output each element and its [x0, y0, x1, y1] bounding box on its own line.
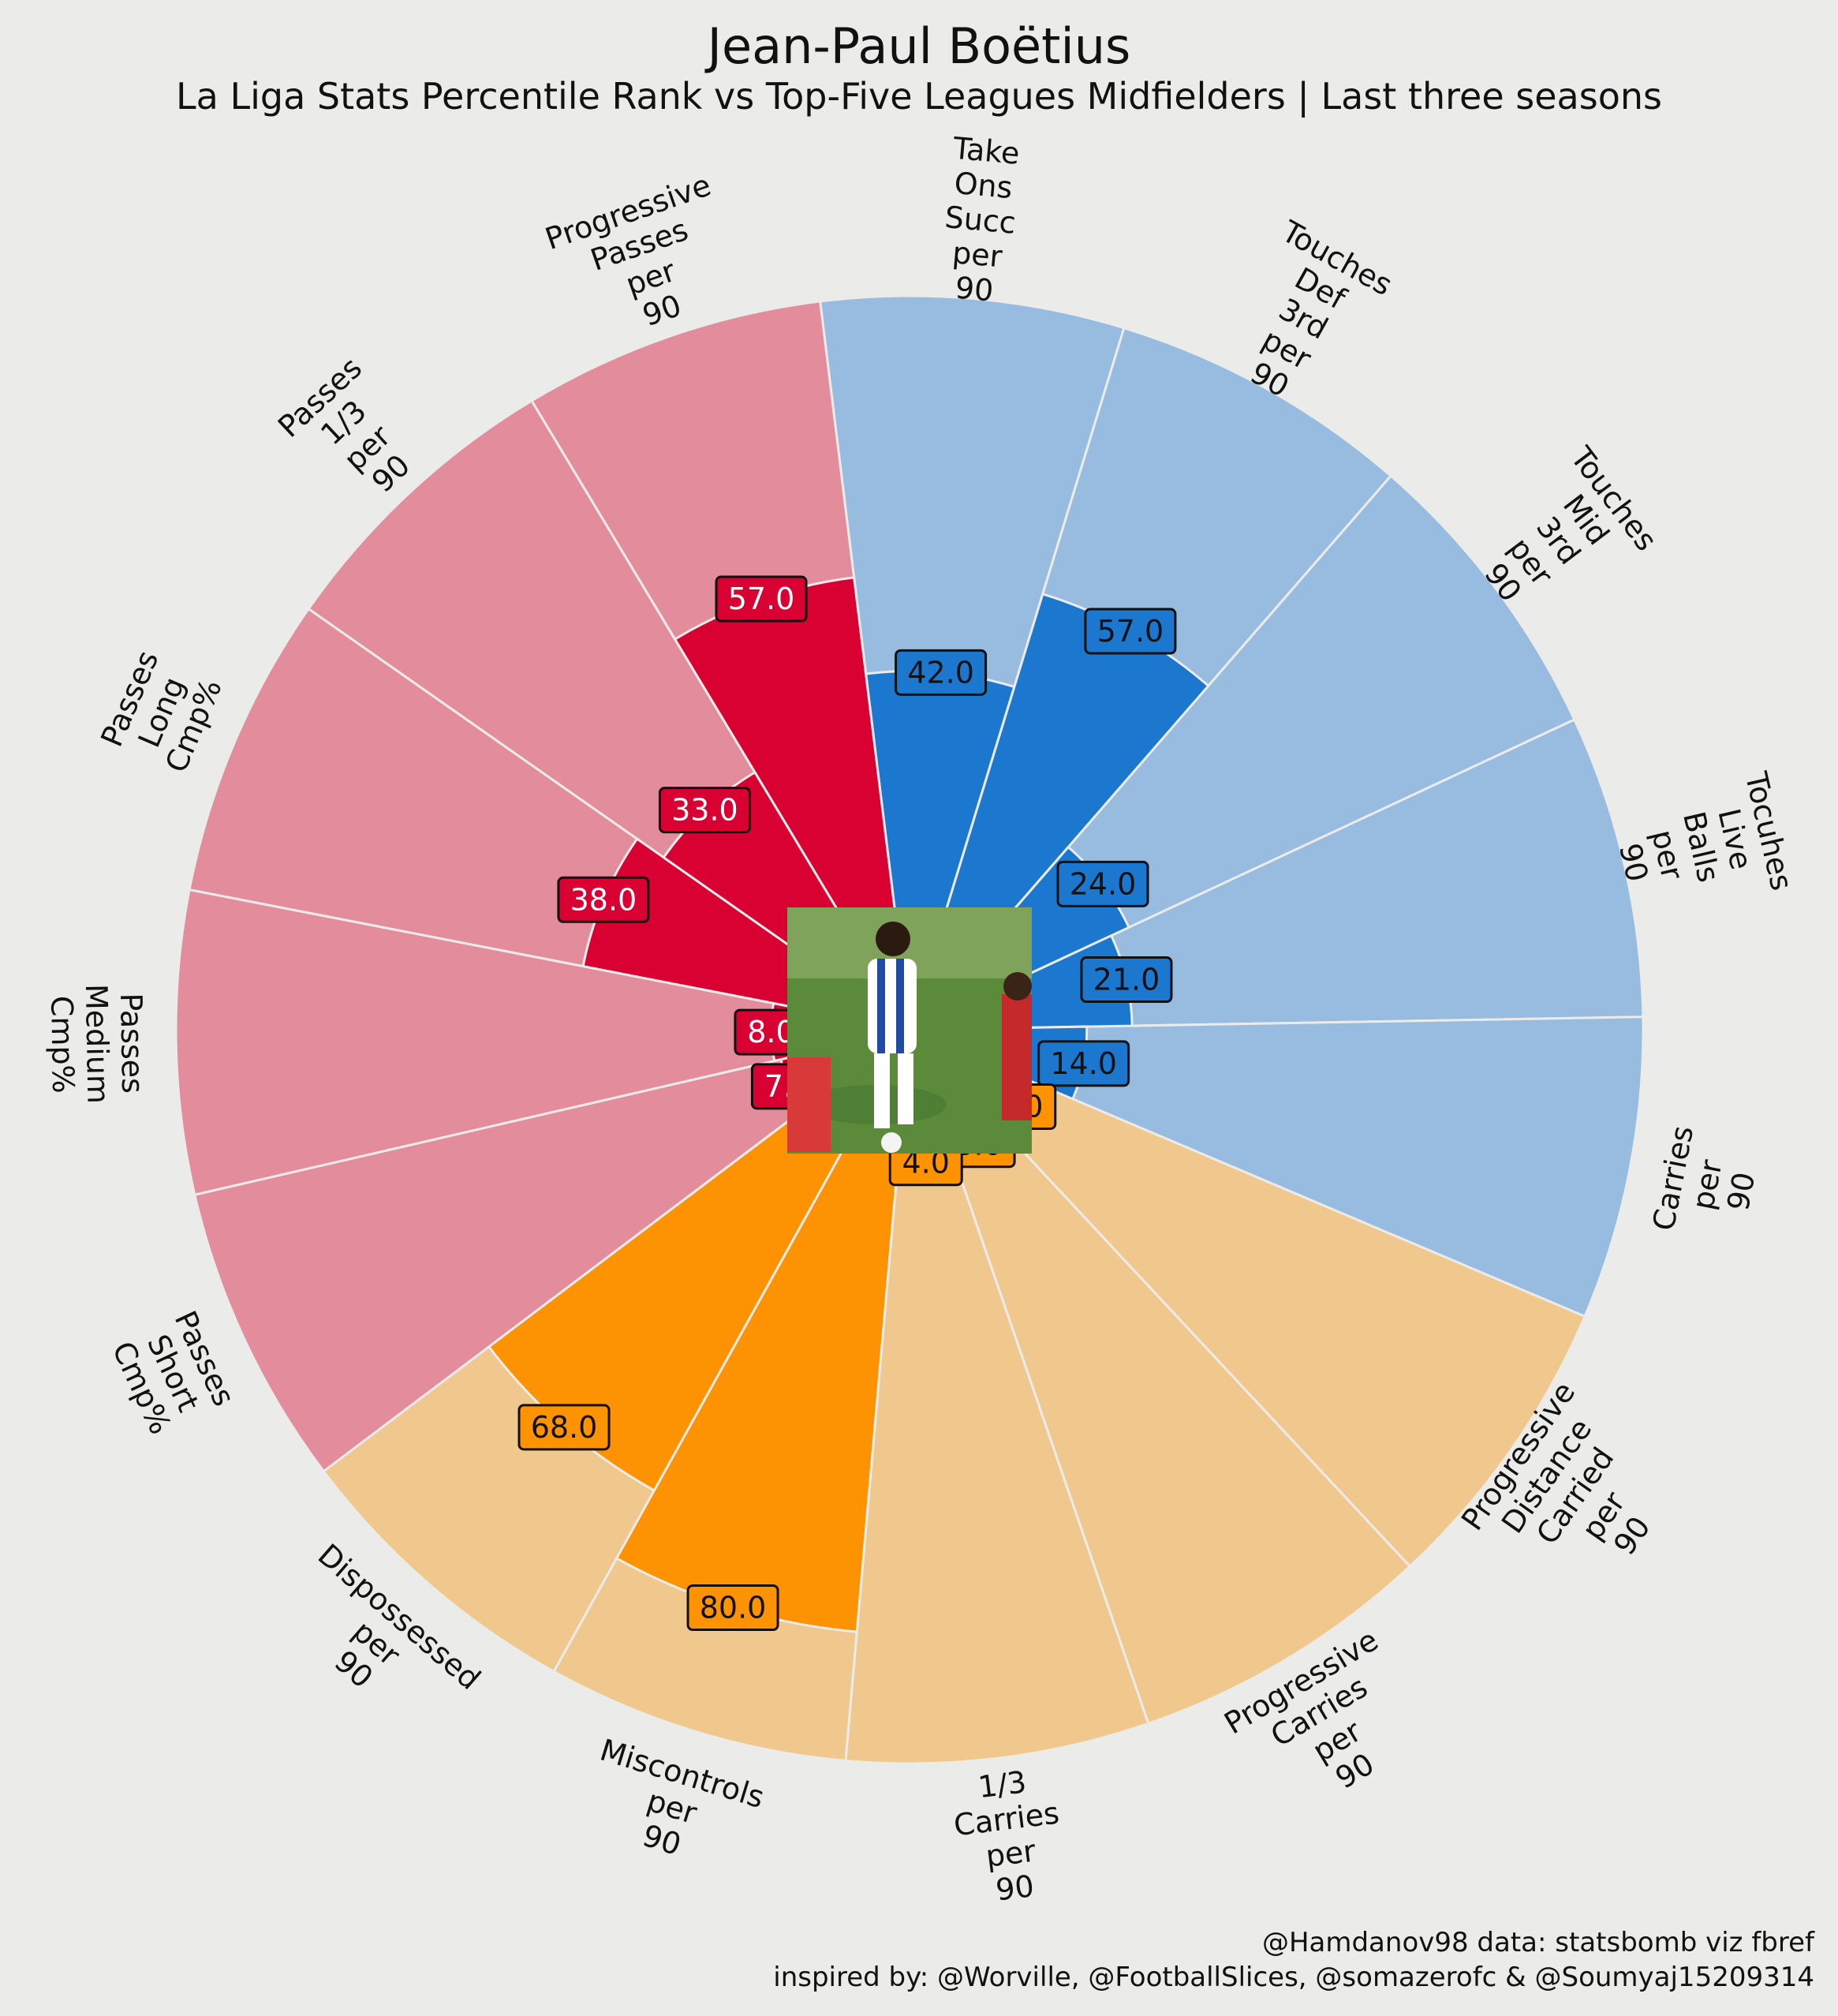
player-photo: [787, 907, 1032, 1154]
category-label-1: TakeOnsSuccper90: [937, 130, 1023, 309]
svg-text:57.0: 57.0: [728, 582, 795, 616]
category-label-11: PassesShortCmp%: [105, 1306, 241, 1441]
category-label-13: PassesLongCmp%: [94, 645, 229, 779]
svg-text:68.0: 68.0: [531, 1410, 598, 1445]
category-label-5: Carriesper90: [1646, 1123, 1768, 1247]
value-label-14: 33.0: [658, 787, 751, 834]
chart-title: Jean-Paul Boëtius: [707, 17, 1131, 75]
value-label-1: 42.0: [895, 649, 988, 696]
svg-text:57.0: 57.0: [1097, 614, 1164, 649]
value-label-13: 38.0: [557, 876, 650, 923]
value-label-2: 57.0: [1084, 608, 1177, 655]
svg-text:42.0: 42.0: [907, 655, 974, 690]
value-label-5: 14.0: [1037, 1040, 1130, 1087]
svg-text:80.0: 80.0: [700, 1591, 767, 1625]
svg-text:8.0: 8.0: [747, 1015, 794, 1049]
category-label-9: Miscontrolsper90: [576, 1732, 768, 1881]
category-label-12: PassesMediumCmp%: [44, 983, 151, 1105]
chart-subtitle: La Liga Stats Percentile Rank vs Top-Fiv…: [176, 75, 1662, 118]
credit-line-2: inspired by: @Worville, @FootballSlices,…: [773, 1962, 1814, 1993]
svg-text:33.0: 33.0: [671, 793, 738, 828]
value-label-10: 68.0: [517, 1404, 611, 1451]
svg-text:24.0: 24.0: [1070, 866, 1137, 901]
value-label-3: 24.0: [1056, 860, 1149, 907]
category-label-6: ProgressiveDistanceCarriedper90: [1455, 1375, 1696, 1616]
credit-line-1: @Hamdanov98 data: statsbomb viz fbref: [1261, 1927, 1814, 1958]
value-label-4: 21.0: [1080, 956, 1173, 1004]
svg-text:14.0: 14.0: [1050, 1046, 1117, 1081]
value-label-15: 57.0: [715, 575, 808, 623]
svg-text:38.0: 38.0: [570, 882, 637, 917]
value-label-9: 80.0: [686, 1584, 779, 1632]
category-label-8: 1/3Carriesper90: [947, 1761, 1070, 1912]
svg-text:21.0: 21.0: [1093, 963, 1160, 997]
